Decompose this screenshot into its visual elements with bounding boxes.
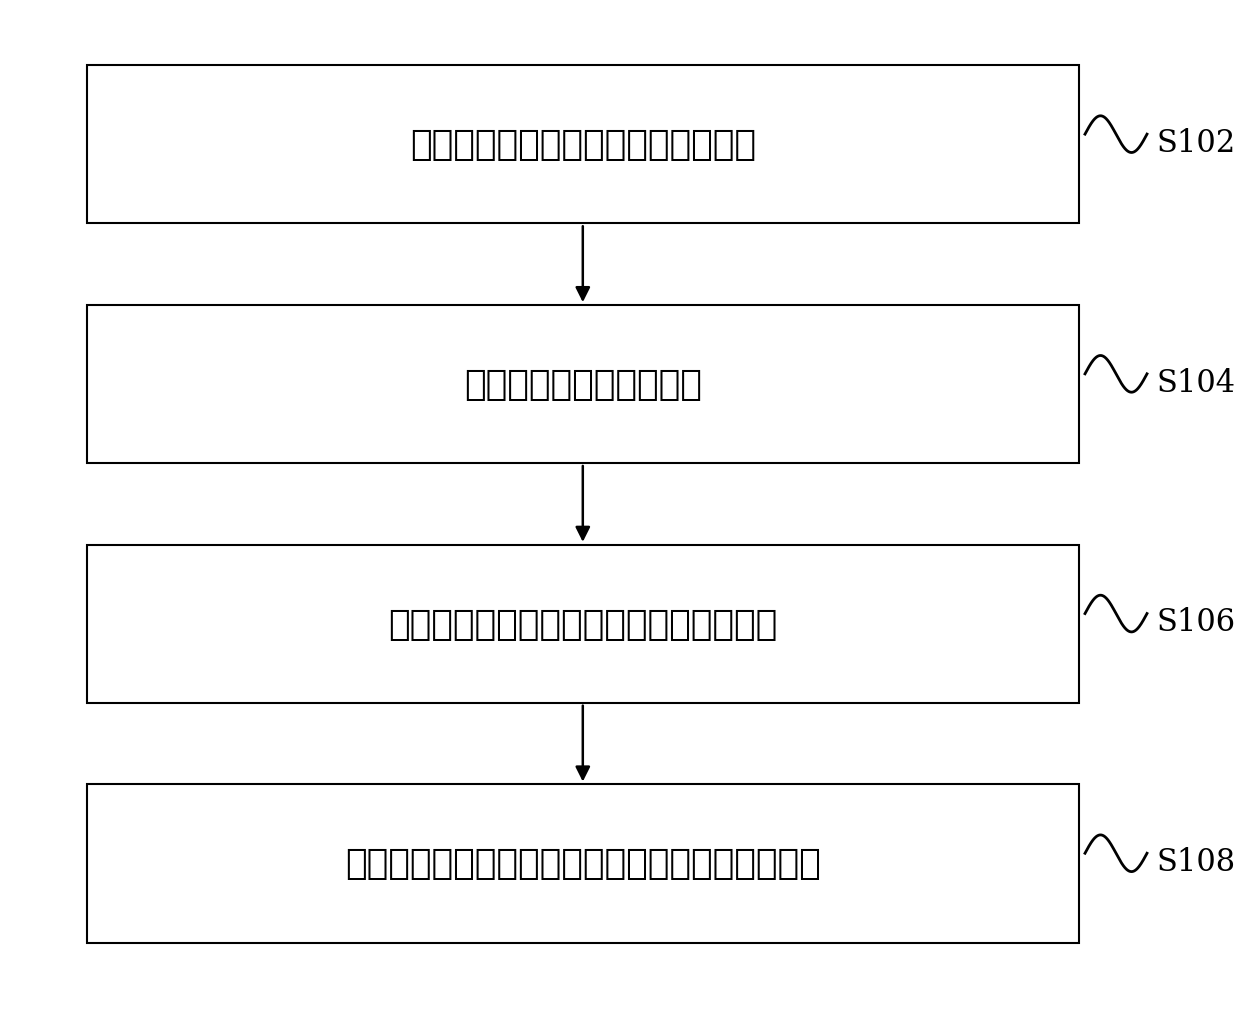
FancyBboxPatch shape (87, 66, 1079, 224)
FancyBboxPatch shape (87, 545, 1079, 703)
Text: S108: S108 (1157, 846, 1236, 877)
Text: 根据扫描电镜的要求选择出岩石样品: 根据扫描电镜的要求选择出岩石样品 (409, 128, 756, 162)
Text: S106: S106 (1157, 606, 1236, 638)
Text: S104: S104 (1157, 367, 1236, 398)
FancyBboxPatch shape (87, 785, 1079, 943)
Text: 对进行断面上桩之后的岩石样品进行干燥: 对进行断面上桩之后的岩石样品进行干燥 (388, 607, 777, 641)
Text: 在干燥后的岩石样品上包裹至少一层双面导电胶带: 在干燥后的岩石样品上包裹至少一层双面导电胶带 (345, 847, 821, 880)
Text: S102: S102 (1157, 127, 1236, 159)
Text: 对岩石样品进行断面上桩: 对岩石样品进行断面上桩 (464, 368, 702, 401)
FancyBboxPatch shape (87, 306, 1079, 464)
